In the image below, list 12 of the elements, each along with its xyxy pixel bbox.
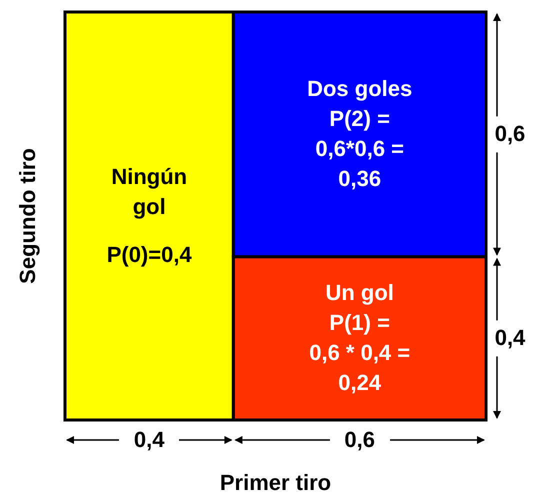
text: Segundo tiro [14,147,41,286]
data-label: P(2) = 0,6*0,6 = 0,36 [315,105,404,194]
category-label: Ningún gol [110,163,188,221]
category-label: Un gol [325,279,394,308]
text: Primer tiro [218,470,332,496]
text: 0,4 [119,426,180,454]
data-label: P(0)=0,4 [106,241,192,269]
text: 0,6 [330,426,390,454]
text: 0,4 [490,324,530,352]
text: 0,6 [490,120,530,148]
category-label: Dos goles [307,75,412,104]
data-label: P(1) = 0,6 * 0,4 = 0,24 [309,309,410,398]
